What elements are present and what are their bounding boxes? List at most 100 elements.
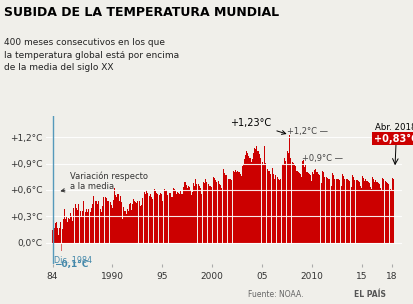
Bar xyxy=(194,186,195,243)
Bar xyxy=(362,178,363,243)
Bar xyxy=(260,164,261,243)
Bar xyxy=(165,191,166,243)
Bar xyxy=(89,205,90,243)
Bar xyxy=(311,171,312,243)
Bar xyxy=(314,169,315,243)
Bar xyxy=(331,173,332,243)
Bar xyxy=(205,182,206,243)
Bar xyxy=(57,228,58,243)
Bar xyxy=(184,182,185,243)
Bar xyxy=(255,146,256,243)
Bar xyxy=(164,189,165,243)
Bar xyxy=(63,219,64,243)
Bar xyxy=(179,194,180,243)
Bar xyxy=(364,179,365,243)
Bar xyxy=(103,204,104,243)
Bar xyxy=(313,170,314,243)
Bar xyxy=(267,169,268,243)
Bar xyxy=(221,187,222,243)
Bar xyxy=(141,205,142,243)
Bar xyxy=(160,193,161,243)
Bar xyxy=(306,172,307,243)
Bar xyxy=(301,161,302,243)
Bar xyxy=(317,174,318,243)
Bar xyxy=(190,195,191,243)
Bar xyxy=(73,208,74,243)
Bar xyxy=(191,192,192,243)
Bar xyxy=(283,158,284,243)
Bar xyxy=(390,190,391,243)
Bar xyxy=(280,183,281,243)
Bar xyxy=(257,151,258,243)
Bar xyxy=(369,184,370,243)
Bar xyxy=(366,181,367,243)
Bar xyxy=(151,197,152,243)
Bar xyxy=(363,181,364,243)
Bar xyxy=(322,172,323,243)
Bar xyxy=(367,182,368,243)
Bar xyxy=(285,157,286,243)
Bar xyxy=(115,195,116,243)
Bar xyxy=(348,181,349,243)
Bar xyxy=(251,166,252,243)
Text: +1,2°C —: +1,2°C — xyxy=(286,127,327,136)
Bar xyxy=(148,194,149,243)
Bar xyxy=(192,179,193,243)
Bar xyxy=(72,221,73,243)
Bar xyxy=(338,180,339,243)
Bar xyxy=(52,230,53,243)
Bar xyxy=(101,212,102,243)
Bar xyxy=(361,176,362,243)
Bar xyxy=(325,177,326,243)
Bar xyxy=(193,183,194,243)
Bar xyxy=(371,177,372,243)
Bar xyxy=(235,171,236,243)
Bar xyxy=(186,188,187,243)
Bar xyxy=(202,180,203,243)
Bar xyxy=(300,177,301,243)
Bar xyxy=(273,179,274,243)
Bar xyxy=(376,182,377,243)
Bar xyxy=(84,216,85,243)
Bar xyxy=(70,213,71,243)
Bar xyxy=(377,183,378,243)
Bar xyxy=(352,177,353,243)
Bar xyxy=(271,182,272,243)
Bar xyxy=(373,182,374,243)
Bar xyxy=(107,201,108,243)
Bar xyxy=(170,193,171,243)
Bar xyxy=(256,150,257,243)
Bar xyxy=(232,168,233,243)
Bar xyxy=(279,179,280,243)
Bar xyxy=(152,189,153,243)
Bar xyxy=(173,188,174,243)
Bar xyxy=(83,209,84,243)
Bar xyxy=(71,216,72,243)
Bar xyxy=(94,193,95,243)
Bar xyxy=(356,180,357,243)
Bar xyxy=(323,177,324,243)
Bar xyxy=(252,159,253,243)
Bar xyxy=(124,211,125,243)
Bar xyxy=(88,208,89,243)
Bar xyxy=(247,153,248,243)
Bar xyxy=(332,175,333,243)
Bar xyxy=(119,201,120,243)
Bar xyxy=(201,191,202,243)
Bar xyxy=(120,196,121,243)
Bar xyxy=(290,171,291,243)
Bar xyxy=(292,163,293,243)
Text: 400 meses consecutivos en los que
la temperatura global está por encima
de la me: 400 meses consecutivos en los que la tem… xyxy=(4,38,179,72)
Bar xyxy=(187,187,188,243)
Bar xyxy=(85,212,86,243)
Bar xyxy=(328,179,329,243)
Bar xyxy=(76,208,77,243)
Bar xyxy=(319,176,320,243)
Bar xyxy=(166,195,167,243)
Text: EL PAÍS: EL PAÍS xyxy=(353,290,385,299)
Bar xyxy=(91,209,92,243)
Bar xyxy=(351,175,352,243)
Bar xyxy=(200,194,201,243)
Bar xyxy=(240,176,241,243)
Bar xyxy=(130,203,131,243)
